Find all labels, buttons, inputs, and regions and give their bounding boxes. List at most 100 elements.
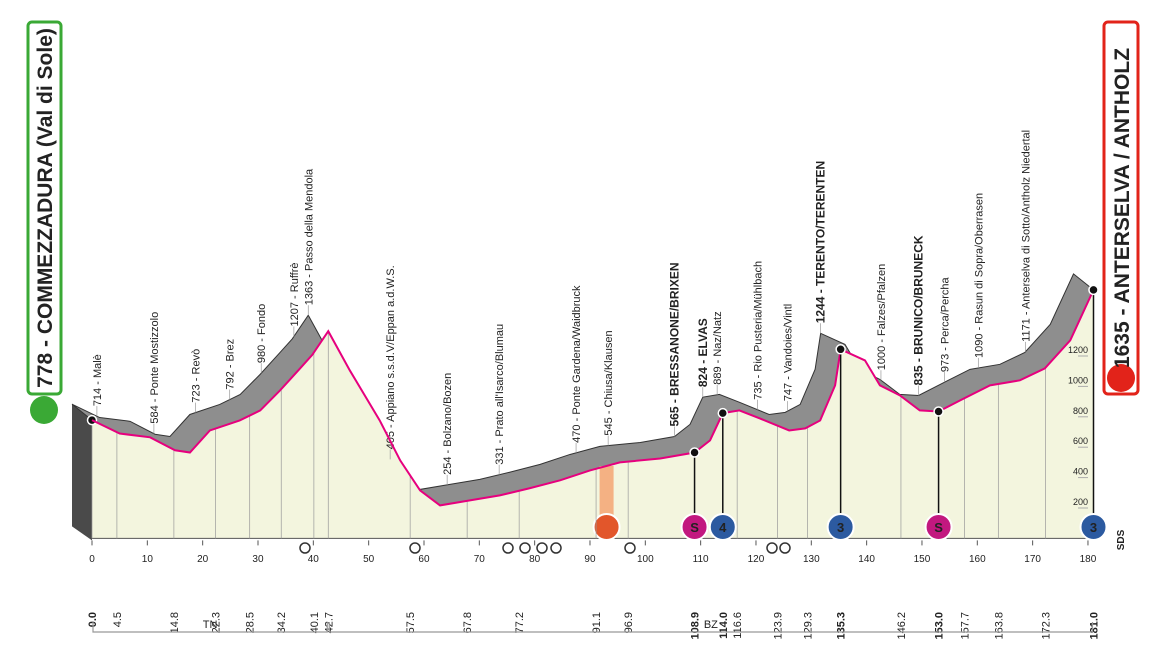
sprint-symbol: S — [690, 520, 699, 535]
tunnel-icons — [299, 542, 791, 554]
waypoint-label: 405 - Appiano s.s.d.V/Eppan a.d.W.S. — [385, 265, 397, 449]
y2-tick-label: 1000 — [1068, 375, 1088, 385]
y2-tick-label: 400 — [1073, 467, 1088, 477]
km-label: 135.3 — [836, 612, 848, 640]
waypoint-label: 545 - Chiusa/Klausen — [603, 330, 615, 435]
waypoint-label: 723 - Revò — [190, 349, 202, 403]
waypoint-label: 470 - Ponte Gardena/Waidbruck — [571, 285, 583, 443]
x-tick-label: 10 — [142, 554, 154, 565]
x-tick-label: 160 — [969, 554, 986, 565]
waypoint-label: 1090 - Rasun di Sopra/Oberrasen — [973, 193, 985, 358]
km-label: 40.1 — [309, 612, 321, 633]
marker-dot — [933, 406, 944, 417]
km-label: 0.0 — [87, 612, 99, 627]
waypoint-label: 1207 - Ruffrè — [289, 262, 301, 326]
marker-dot — [717, 407, 729, 419]
x-tick-label: 180 — [1080, 554, 1097, 565]
x-tick-label: 0 — [89, 554, 95, 565]
waypoint-label: 1000 - Falzes/Pfalzen — [876, 264, 888, 370]
feed-zone — [599, 465, 614, 520]
x-tick-label: 100 — [637, 554, 654, 565]
sprint-symbol: S — [934, 520, 943, 535]
region-label: BZ — [704, 619, 718, 631]
km-label: 14.8 — [169, 612, 181, 633]
waypoint-label: 331 - Prato all'Isarco/Blumau — [494, 324, 506, 465]
km-label: 157.7 — [960, 612, 972, 640]
marker-dot — [835, 344, 846, 355]
km-label: 172.3 — [1040, 612, 1052, 640]
km-label: 163.8 — [993, 612, 1005, 640]
km-label: 96.9 — [623, 612, 635, 633]
x-tick-label: 80 — [529, 554, 541, 565]
feed-icon — [592, 513, 621, 541]
climb-symbol: 3 — [1090, 520, 1097, 535]
x-tick-label: 120 — [748, 554, 765, 565]
km-label: 22.3 — [210, 612, 222, 633]
x-tick-label: 20 — [197, 554, 209, 565]
finish-label: 1635 - ANTERSELVA / ANTHOLZ — [1111, 48, 1134, 368]
km-label: 57.5 — [405, 612, 417, 633]
climb-icon — [1079, 513, 1108, 541]
x-tick-label: 170 — [1024, 554, 1041, 565]
x-tick-label: 90 — [584, 554, 596, 565]
start-box — [26, 20, 63, 396]
marker-dot — [689, 447, 700, 458]
km-label: 181.0 — [1089, 612, 1101, 640]
km-label: 91.1 — [591, 612, 603, 633]
profile-side — [72, 404, 92, 541]
waypoint-label: 584 - Ponte Mostizzolo — [149, 312, 161, 424]
km-label: 77.2 — [514, 612, 526, 633]
climb-symbol: 4 — [719, 520, 727, 535]
climb-icon — [826, 513, 855, 541]
km-label: 129.3 — [802, 612, 814, 640]
region-bracket — [328, 622, 1094, 633]
waypoint-label: 735 - Rio Pusteria/Mühlbach — [753, 261, 765, 400]
waypoint-label: 565 - BRESSANONE/BRIXEN — [668, 262, 682, 426]
start-label: 778 - COMMEZZADURA (Val di Sole) — [34, 28, 57, 388]
waypoint-label: 889 - Naz/Natz — [712, 311, 724, 384]
waypoint-label: 1363 - Passo della Mendola — [303, 168, 315, 305]
y2-tick-label: 800 — [1073, 406, 1088, 416]
finish-box — [1102, 20, 1140, 396]
waypoint-label: 973 - Perca/Percha — [940, 276, 952, 372]
km-label: 108.9 — [690, 612, 702, 640]
sprint-icon — [680, 513, 709, 541]
km-label: 67.8 — [462, 612, 474, 633]
x-tick-label: 140 — [858, 554, 875, 565]
x-tick-label: 150 — [914, 554, 931, 565]
waypoint-label: 714 - Malè — [92, 354, 104, 406]
x-tick-label: 110 — [693, 554, 709, 565]
marker-dot — [1088, 284, 1099, 296]
x-tick-label: 60 — [418, 554, 430, 565]
km-label: 153.0 — [934, 612, 946, 640]
km-label: 146.2 — [896, 612, 908, 640]
y2-tick-label: 600 — [1073, 436, 1088, 446]
km-label: 4.5 — [112, 612, 124, 627]
x-tick-label: 70 — [474, 554, 486, 565]
km-label: 123.9 — [773, 612, 785, 640]
x-tick-label: 130 — [803, 554, 820, 565]
sprint-icon — [924, 513, 953, 541]
climb-symbol: 3 — [837, 520, 844, 535]
waypoint-label: 980 - Fondo — [256, 304, 268, 363]
start-icon — [30, 396, 58, 424]
km-label: 34.2 — [276, 612, 288, 633]
waypoint-label: 824 - ELVAS — [696, 318, 710, 387]
finish-icon — [1107, 364, 1135, 392]
km-label: 116.6 — [732, 612, 744, 639]
logo: SDS — [1116, 529, 1127, 550]
waypoint-label: 1171 - Anterselva di Sotto/Antholz Niede… — [1020, 130, 1032, 342]
x-tick-label: 40 — [308, 554, 320, 565]
km-label: 28.5 — [245, 612, 257, 633]
climb-icon — [708, 513, 737, 541]
region-bracket — [92, 622, 328, 633]
waypoint-label: 835 - BRUNICO/BRUNECK — [912, 235, 926, 385]
x-tick-label: 50 — [363, 554, 375, 565]
km-label: 114.0 — [718, 612, 730, 639]
x-tick-label: 30 — [252, 554, 264, 565]
waypoint-label: 792 - Brez — [225, 339, 237, 390]
waypoint-label: 747 - Vandoies/Vintl — [782, 304, 794, 401]
waypoint-label: 1244 - TERENTO/TERENTEN — [814, 161, 828, 323]
region-label: TN — [203, 619, 218, 631]
